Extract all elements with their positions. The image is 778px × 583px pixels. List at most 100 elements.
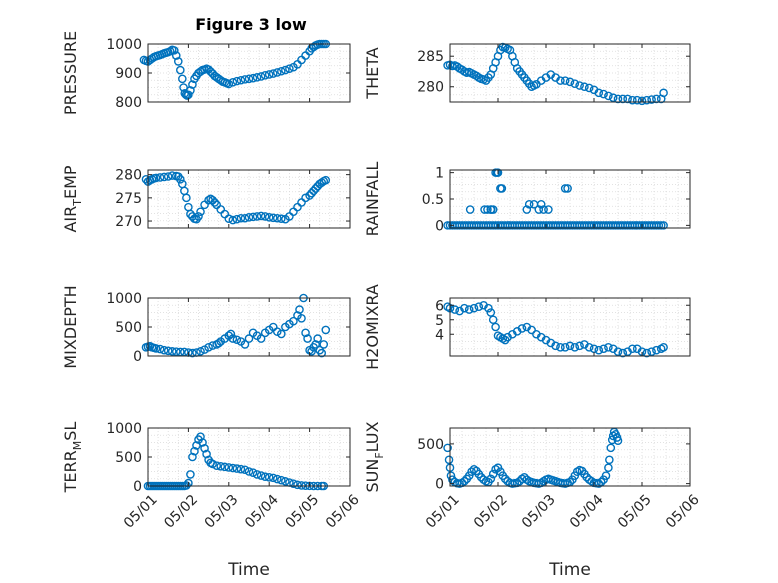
- y-tick-label: 900: [115, 66, 142, 82]
- y-tick-label: 1: [435, 166, 444, 182]
- data-point: [647, 95, 656, 104]
- data-point: [301, 328, 310, 338]
- data-point: [551, 341, 560, 351]
- data-point: [240, 465, 250, 475]
- data-point: [228, 215, 238, 225]
- y-axis-label: MIXDEPTH: [61, 285, 80, 368]
- data-point: [178, 74, 187, 84]
- data-point: [208, 459, 217, 469]
- data-point: [151, 173, 161, 183]
- data-point: [277, 329, 286, 339]
- data-point: [232, 464, 242, 473]
- data-point: [599, 344, 608, 354]
- data-point: [563, 184, 572, 193]
- data-point: [293, 480, 302, 490]
- data-point: [604, 91, 613, 101]
- data-point: [272, 68, 282, 77]
- data-point: [163, 346, 173, 356]
- data-point: [182, 193, 191, 203]
- data-point: [570, 79, 580, 88]
- data-point: [277, 214, 286, 224]
- data-point: [190, 446, 199, 456]
- data-point: [321, 175, 331, 185]
- data-point: [228, 463, 238, 473]
- y-axis-label: PRESSURE: [61, 31, 80, 115]
- data-point: [244, 213, 254, 222]
- data-point: [281, 477, 290, 486]
- data-point: [565, 77, 575, 87]
- data-point: [252, 73, 262, 82]
- data-point: [464, 305, 474, 314]
- data-point: [248, 212, 258, 222]
- data-point: [584, 342, 594, 352]
- data-point: [491, 322, 500, 332]
- data-point: [244, 334, 254, 343]
- subplot-1: 800 900 1000 PRESSURE: [61, 31, 351, 115]
- x-tick-label: 05/04: [242, 492, 282, 532]
- x-tick-label: 05/06: [663, 492, 703, 532]
- subplot-5: 0 500 1000 MIXDEPTH: [61, 285, 351, 369]
- axes-frame: [147, 169, 351, 229]
- data-point: [196, 347, 205, 356]
- data-point: [200, 443, 209, 453]
- data-point: [450, 305, 460, 314]
- data-point: [198, 438, 207, 447]
- data-point: [240, 340, 250, 349]
- x-tick-label: 05/02: [161, 492, 201, 532]
- y-tick-label: 280: [115, 168, 142, 184]
- y-axis-label: RAINFALL: [363, 162, 382, 237]
- data-point: [232, 76, 242, 86]
- data-point: [155, 344, 165, 354]
- data-point: [289, 479, 298, 488]
- x-axis-label: Time: [227, 560, 270, 580]
- data-point: [623, 94, 632, 104]
- data-point: [536, 199, 546, 209]
- data-point: [194, 212, 203, 221]
- series-markers: [443, 427, 623, 488]
- axes-frame: [449, 297, 691, 357]
- y-axis-label: TERRMSL: [61, 422, 84, 494]
- y-tick-label: 275: [115, 191, 142, 207]
- x-axis-label: Time: [548, 560, 591, 580]
- data-point: [181, 90, 191, 100]
- data-point: [268, 69, 278, 78]
- data-point: [659, 88, 668, 98]
- series-markers: [443, 300, 668, 358]
- data-point: [202, 449, 211, 459]
- y-axis-label: THETA: [363, 47, 382, 99]
- data-point: [184, 478, 193, 488]
- data-point: [632, 95, 642, 105]
- data-point: [656, 221, 666, 230]
- subplot-3: 270 275 280 AIRTEMP: [61, 165, 351, 233]
- data-point: [618, 94, 628, 104]
- data-point: [613, 347, 623, 356]
- y-tick-label: 0: [133, 479, 142, 495]
- data-point: [151, 344, 161, 353]
- y-axis-label: SUNFLUX: [363, 421, 386, 492]
- y-tick-label: 500: [417, 437, 444, 453]
- x-tick-label: 05/01: [423, 492, 463, 532]
- data-point: [486, 474, 496, 484]
- data-point: [272, 213, 282, 223]
- data-point: [465, 205, 475, 214]
- y-tick-label: 1000: [106, 421, 142, 437]
- data-point: [214, 338, 223, 348]
- data-point: [303, 334, 312, 343]
- data-point: [220, 462, 230, 472]
- data-point: [169, 46, 179, 55]
- data-point: [285, 64, 294, 73]
- x-tick-label: 05/01: [121, 492, 161, 532]
- data-point: [527, 325, 536, 335]
- x-tick-label: 05/03: [202, 492, 242, 532]
- data-point: [216, 461, 226, 471]
- x-tick-label: 05/02: [471, 492, 511, 532]
- y-tick-label: 800: [115, 95, 142, 111]
- y-tick-label: 0: [435, 218, 444, 234]
- data-point: [212, 461, 221, 471]
- subplot-2: 280 285 THETA: [363, 42, 691, 106]
- data-point: [159, 172, 169, 182]
- data-point: [268, 213, 278, 223]
- y-tick-label: 270: [115, 214, 142, 230]
- data-point: [277, 475, 286, 485]
